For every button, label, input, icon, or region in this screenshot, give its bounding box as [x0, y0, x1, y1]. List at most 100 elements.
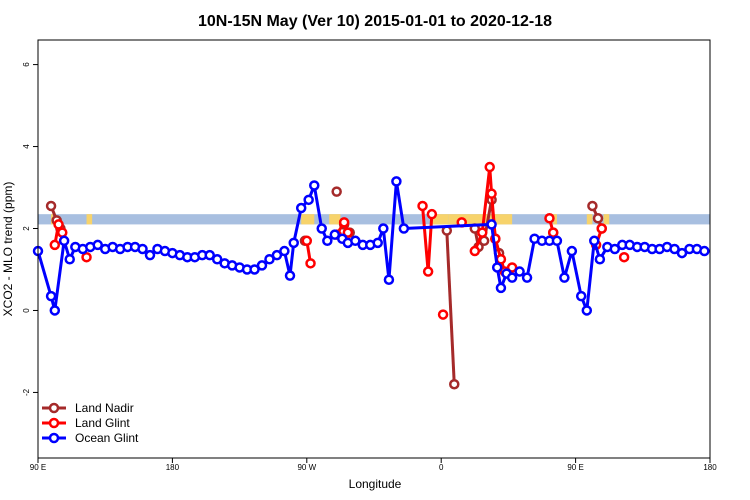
- data-point: [284, 270, 296, 281]
- data-point: [45, 200, 57, 212]
- data-point: [211, 253, 223, 265]
- y-tick-label: 2: [22, 226, 31, 231]
- x-axis: 90 E 180 90 W 0 90 E 180: [30, 458, 717, 472]
- legend-marker: [48, 417, 60, 429]
- data-point: [264, 253, 275, 265]
- data-point: [301, 235, 313, 247]
- x-tick-label: 90 E: [30, 463, 46, 472]
- data-point: [372, 237, 383, 249]
- data-point: [49, 305, 61, 316]
- data-point: [699, 245, 710, 257]
- plot-area: [32, 161, 710, 390]
- y-tick-label: 6: [22, 62, 31, 67]
- data-point: [417, 200, 428, 212]
- data-point: [309, 180, 320, 191]
- data-point: [596, 223, 607, 234]
- land-band-4: [430, 214, 449, 225]
- data-point: [271, 249, 283, 261]
- data-point: [589, 235, 600, 247]
- data-point: [137, 243, 148, 255]
- data-point: [484, 161, 495, 173]
- data-point: [491, 262, 503, 273]
- data-point: [204, 249, 215, 261]
- data-point: [350, 235, 361, 247]
- data-point: [398, 223, 410, 234]
- data-point: [305, 258, 316, 269]
- data-point: [587, 200, 598, 212]
- legend-item: Land Nadir: [42, 401, 134, 415]
- data-point: [57, 227, 68, 238]
- x-tick-label: 90 W: [297, 463, 316, 472]
- y-tick-label: 4: [22, 144, 31, 149]
- data-point: [331, 186, 342, 197]
- data-point: [547, 227, 559, 238]
- x-tick-label: 180: [703, 463, 717, 472]
- series-line: [445, 230, 456, 385]
- data-point: [256, 260, 268, 271]
- data-point: [422, 266, 434, 277]
- legend-item: Ocean Glint: [42, 431, 139, 445]
- data-point: [338, 217, 350, 228]
- data-point: [551, 235, 563, 247]
- data-point: [144, 249, 156, 261]
- data-point: [426, 208, 438, 220]
- data-point: [581, 305, 593, 316]
- y-tick-label: 0: [22, 308, 31, 313]
- land-band-7: [586, 214, 593, 225]
- data-point: [566, 245, 578, 257]
- land-band-6: [553, 214, 557, 225]
- data-point: [295, 202, 307, 214]
- data-point: [618, 251, 630, 263]
- land-band-1: [86, 214, 93, 225]
- land-band-5: [448, 214, 513, 225]
- data-point: [437, 309, 449, 320]
- data-point: [81, 251, 92, 263]
- data-point: [92, 239, 103, 251]
- series-ocean-glint: [32, 176, 710, 316]
- data-point: [279, 245, 290, 257]
- legend-label: Land Nadir: [75, 401, 134, 415]
- x-axis-title: Longitude: [349, 477, 402, 491]
- data-point: [329, 229, 341, 240]
- y-tick-label: -2: [22, 388, 31, 396]
- data-point: [316, 223, 327, 234]
- land-band-2: [301, 214, 315, 225]
- data-point: [559, 272, 570, 283]
- data-point: [506, 272, 518, 283]
- data-point: [383, 274, 395, 285]
- data-point: [288, 237, 299, 249]
- data-point: [514, 266, 525, 277]
- data-point: [544, 213, 555, 224]
- data-point: [592, 213, 604, 224]
- data-point: [575, 290, 587, 302]
- data-point: [64, 253, 75, 265]
- x-tick-label: 0: [439, 463, 444, 472]
- data-point: [45, 290, 57, 302]
- x-tick-label: 180: [166, 463, 180, 472]
- data-point: [669, 243, 680, 255]
- legend-label: Ocean Glint: [75, 431, 139, 445]
- data-point: [49, 239, 61, 251]
- data-point: [378, 223, 389, 234]
- data-point: [521, 272, 533, 283]
- y-axis-title: XCO2 - MLO trend (ppm): [1, 182, 15, 317]
- data-point: [486, 219, 497, 230]
- chart-title: 10N-15N May (Ver 10) 2015-01-01 to 2020-…: [198, 13, 552, 30]
- data-point: [58, 235, 70, 247]
- data-point: [506, 262, 518, 273]
- x-tick-label: 90 E: [567, 463, 583, 472]
- plot-frame: [37, 39, 711, 459]
- legend-marker: [48, 432, 60, 444]
- legend-label: Land Glint: [75, 416, 130, 430]
- data-point: [609, 243, 621, 255]
- data-point: [303, 194, 314, 206]
- data-point: [391, 176, 402, 187]
- data-point: [469, 245, 481, 257]
- data-point: [249, 264, 260, 275]
- data-point: [477, 227, 488, 238]
- data-point: [676, 247, 688, 259]
- data-point: [495, 253, 507, 265]
- data-point: [594, 253, 606, 265]
